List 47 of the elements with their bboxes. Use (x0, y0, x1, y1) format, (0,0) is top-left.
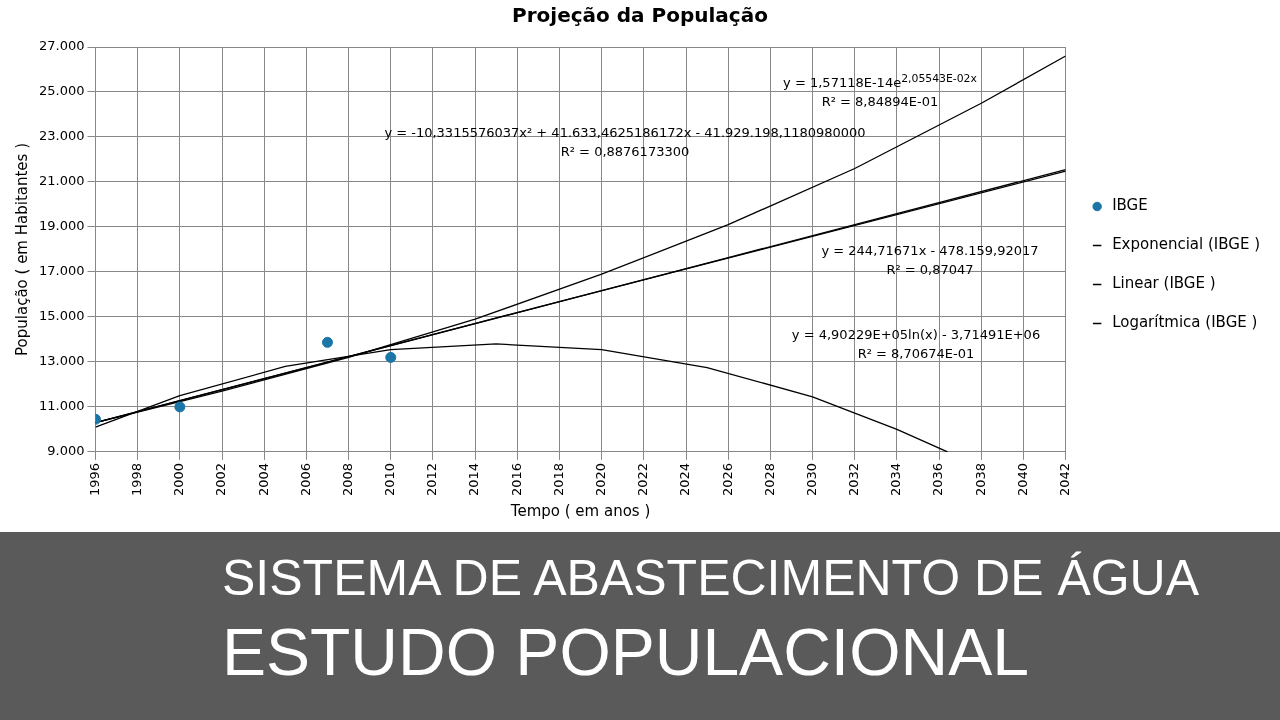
y-tick-label: 17.000 (38, 263, 85, 279)
x-tick-label: 1998 (129, 462, 145, 497)
x-tick-label: 2038 (972, 462, 988, 497)
y-tick-label: 25.000 (38, 83, 85, 99)
x-tick-label: 2008 (339, 462, 355, 497)
annotation: y = -10,3315576037x² + 41.633,4625186172x - 41.929.198,1180980000 R² = 0,8876173300 (383, 124, 867, 161)
y-tick-label: 13.000 (38, 353, 85, 369)
legend-label: Linear (IBGE ) (1112, 274, 1216, 293)
legend-label: Logarítmica (IBGE ) (1112, 313, 1258, 332)
y-tick-label: 11.000 (38, 398, 85, 414)
x-tick-label: 2006 (297, 462, 313, 497)
y-tick-label: 21.000 (38, 173, 85, 189)
x-tick-label: 2028 (761, 462, 777, 497)
text: ESTUDO POPULACIONAL (222, 614, 1030, 691)
legend-label: Exponencial (IBGE ) (1112, 235, 1261, 254)
x-tick-label: 2000 (171, 462, 187, 497)
x-tick-label: 2018 (550, 462, 566, 497)
x-tick-label: 2042 (1057, 462, 1073, 497)
annotation: y = 1,57118E-14e$^{2,05543E-02x}$ R² = 8,84894E-01 (782, 70, 978, 112)
x-tick-label: 2010 (382, 462, 398, 497)
x-tick-label: 2036 (930, 462, 946, 497)
y-tick-label: 9.000 (47, 443, 85, 459)
x-tick-label: 2032 (846, 462, 862, 497)
x-tick-label: 2012 (424, 462, 440, 497)
x-tick-label: 2016 (508, 462, 524, 497)
y-tick-label: 15.000 (38, 308, 85, 324)
x-tick-label: 2004 (255, 462, 271, 497)
x-tick-label: 2030 (803, 462, 819, 497)
x-tick-label: 2026 (719, 462, 735, 497)
annotation: y = 4,90229E+05ln(x) - 3,71491E+06 R² = 8,70674E-01 (790, 326, 1042, 363)
x-tick-label: 2002 (213, 462, 229, 497)
x-tick-label: 2020 (593, 462, 609, 497)
x-axis-title: Tempo ( em anos ) (509, 501, 651, 520)
y-tick-label: 23.000 (38, 128, 85, 144)
x-tick-label: 2024 (677, 462, 693, 497)
text: SISTEMA DE ABASTECIMENTO DE ÁGUA (222, 549, 1201, 608)
x-tick-label: 2014 (466, 462, 482, 497)
x-tick-label: 1996 (86, 462, 102, 497)
chart-title: Projeção da População (512, 3, 768, 28)
y-tick-label: 19.000 (38, 218, 85, 234)
annotation: y = 244,71671x - 478.159,92017 R² = 0,87047 (820, 242, 1040, 279)
legend-label: IBGE (1112, 196, 1148, 215)
y-tick-label: 27.000 (38, 38, 85, 54)
x-tick-label: 2022 (635, 462, 651, 497)
x-tick-label: 2034 (888, 462, 904, 497)
y-axis-title: População ( em Habitantes ) (12, 142, 31, 356)
x-tick-label: 2040 (1014, 462, 1030, 497)
